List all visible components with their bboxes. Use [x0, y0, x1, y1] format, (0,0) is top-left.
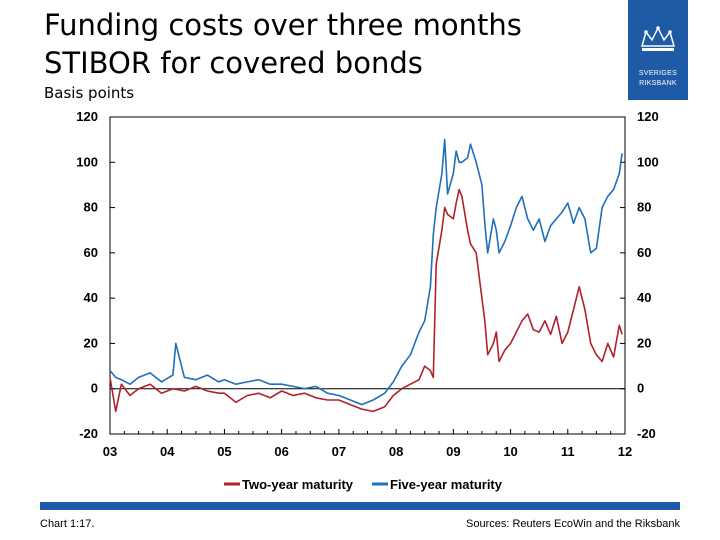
y-tick-label-right: 20	[637, 335, 651, 350]
source-note: Sources: Reuters EcoWin and the Riksbank	[466, 518, 680, 530]
y-tick-label-right: 120	[637, 109, 659, 124]
tick-labels: -20 -20 0 0 20 20 40 40 60 60 80 80 100 100 120 120 03 04…	[76, 109, 658, 459]
x-tick-label: 11	[561, 444, 575, 459]
logo-text-1: SVERIGES	[638, 70, 678, 77]
logo-text-2: RIKSBANK	[639, 80, 677, 87]
x-tick-label: 07	[332, 444, 346, 459]
x-tick-label: 04	[160, 444, 175, 459]
legend-five-year-label: Five-year maturity	[390, 477, 503, 492]
legend-two-year-label: Two-year maturity	[242, 477, 354, 492]
y-tick-label-right: 40	[637, 290, 651, 305]
line-chart: -20 -20 0 0 20 20 40 40 60 60 80 80 100 100 120 120 03 04…	[76, 109, 658, 492]
x-tick-label: 05	[217, 444, 231, 459]
y-tick-label-left: 0	[91, 381, 98, 396]
y-tick-label-left: 20	[84, 335, 98, 350]
y-tick-label-right: 80	[637, 200, 651, 215]
y-tick-label-left: 60	[84, 245, 98, 260]
series-layer	[109, 138, 623, 413]
y-tick-label-left: -20	[79, 426, 98, 441]
x-tick-label: 12	[618, 444, 632, 459]
y-tick-label-left: 120	[76, 109, 98, 124]
x-tick-label: 03	[103, 444, 117, 459]
y-tick-label-left: 80	[84, 200, 98, 215]
chart-axes	[109, 116, 626, 435]
title-line-1: Funding costs over three months	[44, 8, 522, 42]
crown-crest-icon	[641, 26, 675, 51]
y-tick-label-right: -20	[637, 426, 656, 441]
chart-id: Chart 1:17.	[40, 518, 95, 530]
y-tick-label-right: 60	[637, 245, 651, 260]
footer-bar	[40, 502, 680, 510]
chart-legend: Two-year maturity Five-year maturity	[224, 477, 503, 492]
y-tick-label-right: 0	[637, 381, 644, 396]
x-tick-label: 10	[503, 444, 517, 459]
five-year-maturity-line	[109, 138, 623, 406]
y-tick-label-right: 100	[637, 154, 659, 169]
x-tick-label: 08	[389, 444, 403, 459]
x-tick-label: 06	[274, 444, 288, 459]
title-line-2: STIBOR for covered bonds	[44, 46, 423, 80]
y-tick-label-left: 40	[84, 290, 98, 305]
x-tick-label: 09	[446, 444, 460, 459]
y-tick-label-left: 100	[76, 154, 98, 169]
two-year-maturity-line	[109, 188, 623, 413]
page-title: Funding costs over three months STIBOR f…	[44, 6, 522, 82]
chart-subtitle: Basis points	[44, 84, 135, 102]
riksbank-logo: SVERIGES RIKSBANK	[628, 0, 688, 100]
plot-frame	[109, 116, 626, 435]
